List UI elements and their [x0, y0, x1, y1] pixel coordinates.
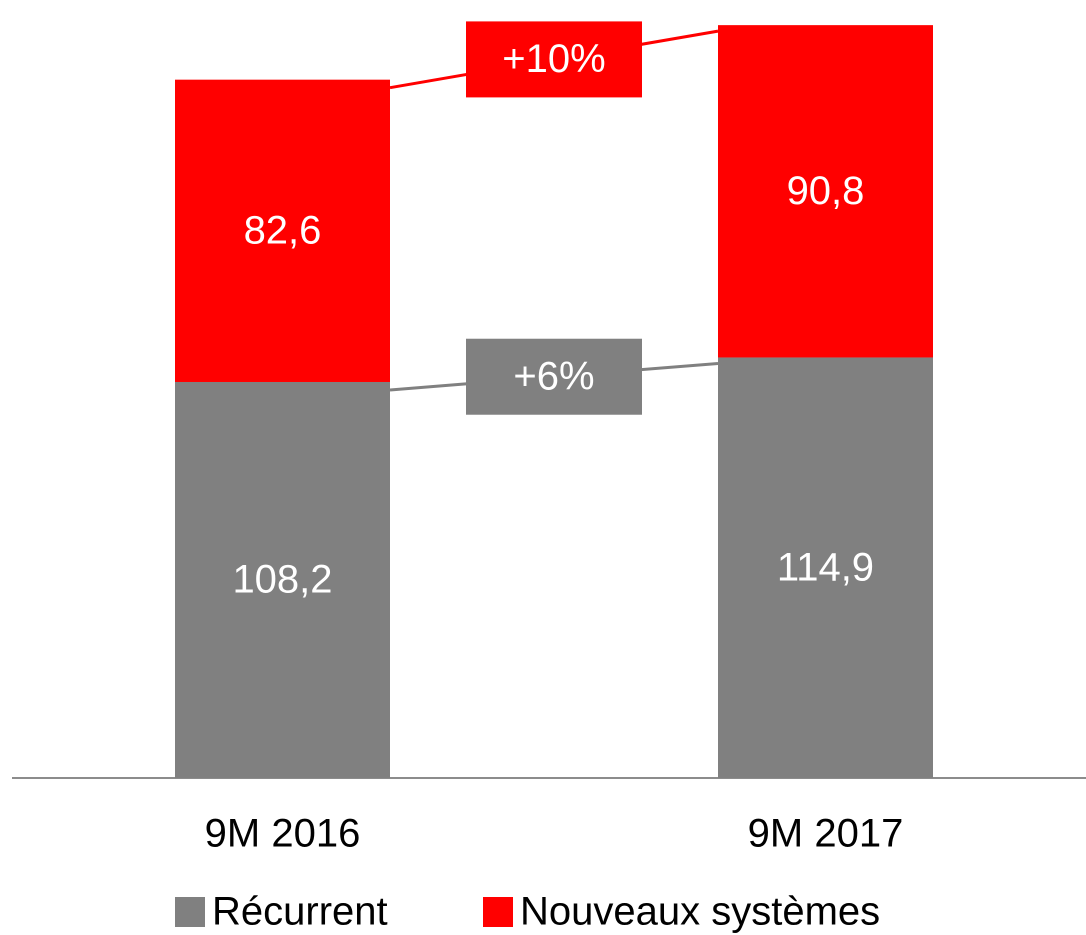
- annotation-box: [466, 338, 642, 415]
- data-label: 82,6: [244, 208, 322, 252]
- bar-segment: [175, 381, 390, 778]
- bar-segment: [718, 357, 933, 778]
- legend-swatch: [175, 897, 205, 927]
- x-tick-label: 9M 2016: [205, 812, 361, 856]
- legend-label: Récurrent: [212, 890, 388, 934]
- annotation: +10%: [502, 37, 605, 81]
- data-label: 90,8: [787, 169, 865, 213]
- data-label: 114,9: [777, 545, 874, 589]
- legend-swatch: [483, 897, 513, 927]
- bar-segment: [718, 25, 933, 358]
- legend-label: Nouveaux systèmes: [520, 890, 880, 934]
- bar-segment: [175, 79, 390, 382]
- annotation-box: [466, 21, 642, 98]
- x-tick-label: 9M 2017: [748, 812, 904, 856]
- annotation: +6%: [513, 354, 594, 398]
- data-label: 108,2: [232, 558, 332, 602]
